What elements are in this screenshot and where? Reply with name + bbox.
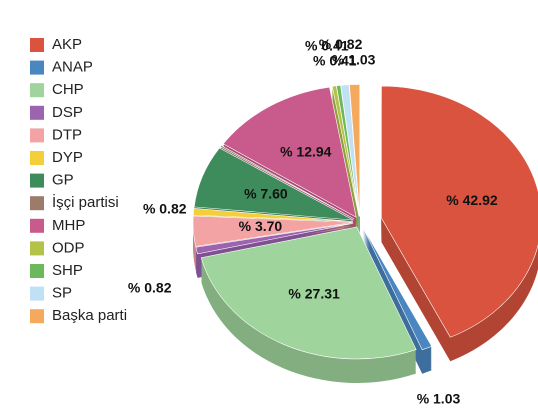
value-label: % 7.60 <box>244 185 288 201</box>
value-label: % 1.03 <box>332 51 376 67</box>
value-label: % 0.41 <box>305 38 349 54</box>
slice <box>219 145 355 220</box>
legend-label: DYP <box>52 149 83 166</box>
legend-label: AKP <box>52 36 82 53</box>
legend-swatch <box>30 196 44 211</box>
slice-side <box>195 227 354 258</box>
legend-swatch <box>30 38 44 52</box>
legend-swatch <box>30 309 44 324</box>
legend-swatch <box>30 83 44 98</box>
value-label: % 0.41 <box>313 53 357 69</box>
legend-label: Başka parti <box>52 307 127 324</box>
value-label: % 0.82 <box>143 201 187 217</box>
legend-label: MHP <box>52 217 85 234</box>
slice-side <box>332 93 359 225</box>
legend-label: SP <box>52 285 72 302</box>
legend-swatch <box>30 173 44 188</box>
slice <box>362 226 433 351</box>
legend-swatch <box>30 218 44 233</box>
legend-swatch <box>30 264 44 278</box>
value-label: % 42.92 <box>446 192 498 208</box>
value-label: % 12.94 <box>280 144 332 160</box>
legend-swatch <box>30 241 44 256</box>
legend-label: DTP <box>52 126 82 143</box>
slice-side <box>332 97 359 229</box>
slice <box>200 226 417 360</box>
legend-label: ANAP <box>52 59 93 76</box>
slice-side <box>195 225 354 256</box>
slice-side <box>332 95 359 227</box>
legend-label: CHP <box>52 81 84 98</box>
legend-label: GP <box>52 172 74 189</box>
value-label: % 3.70 <box>239 218 283 234</box>
value-label: % 0.82 <box>128 280 172 296</box>
slice <box>192 215 354 247</box>
legend-label: İşçi partisi <box>52 193 119 211</box>
legend-label: DSP <box>52 104 83 121</box>
value-label: % 27.31 <box>288 286 340 302</box>
slice <box>349 84 361 217</box>
legend-swatch <box>30 286 44 301</box>
slice-side <box>332 91 359 223</box>
slice <box>193 147 354 221</box>
legend-swatch <box>30 151 44 165</box>
legend-label: ODP <box>52 239 85 256</box>
value-label: % 1.03 <box>417 391 461 407</box>
slice <box>195 222 354 255</box>
slice-side <box>332 89 359 221</box>
slice-side <box>332 87 359 219</box>
legend-swatch <box>30 105 44 120</box>
slice <box>381 85 538 338</box>
slice <box>192 208 354 222</box>
legend-swatch <box>30 128 44 143</box>
legend-label: SHP <box>52 262 83 279</box>
legend-swatch <box>30 60 44 75</box>
slice <box>222 86 357 218</box>
value-label: % 0.82 <box>319 36 363 52</box>
slice <box>340 84 360 217</box>
